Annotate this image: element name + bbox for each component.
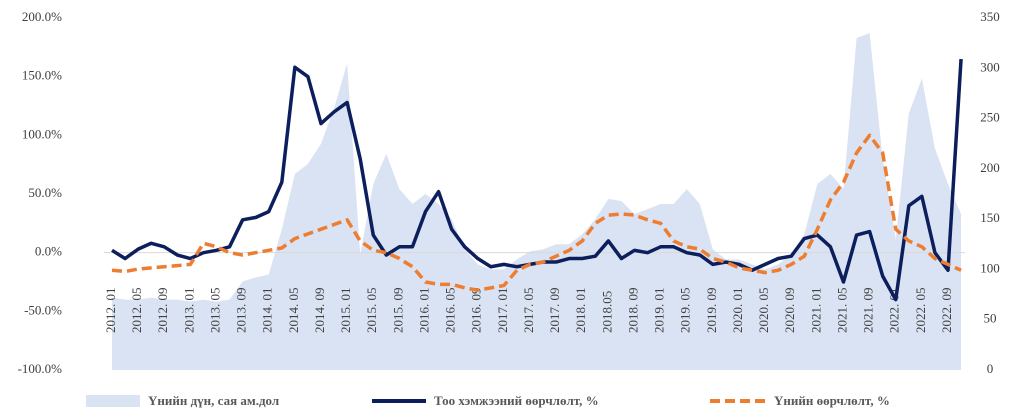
x-tick-label: 2018. 01: [573, 288, 588, 334]
x-tick-label: 2017. 01: [495, 288, 510, 334]
x-tick-label: 2022. 01: [887, 288, 902, 334]
x-tick-label: 2012. 09: [155, 288, 170, 334]
x-tick-label: 2019. 01: [652, 288, 667, 334]
y2-tick-label: 300: [980, 59, 1000, 74]
x-tick-label: 2016. 09: [469, 288, 484, 334]
x-tick-label: 2022. 05: [913, 288, 928, 334]
x-tick-label: 2019. 05: [678, 288, 693, 334]
y2-tick-label: 350: [980, 9, 1000, 24]
y-tick-label: -100.0%: [18, 361, 63, 376]
line: [111, 133, 962, 292]
x-tick-label: 2015. 09: [390, 288, 405, 334]
x-tick-label: 2022. 09: [939, 288, 954, 334]
area: [112, 33, 962, 370]
y2-tick-label: 50: [984, 311, 997, 326]
x-tick-label: 2016. 01: [416, 288, 431, 334]
y2-tick-label: 250: [980, 110, 1000, 125]
x-tick-label: 2015. 05: [364, 288, 379, 334]
legend-label: Үнийн өөрчлөлт, %: [774, 393, 890, 408]
y-tick-label: 200.0%: [22, 9, 62, 24]
legend-label: Үнийн дүн, сая ам.дол: [148, 393, 279, 408]
legend-swatch: [86, 395, 140, 407]
x-tick-label: 2017. 09: [547, 288, 562, 334]
x-tick-label: 2014. 09: [312, 288, 327, 334]
x-tick-label: 2021. 09: [861, 288, 876, 334]
x-tick-label: 2013. 09: [234, 288, 249, 334]
x-tick-label: 2015. 01: [338, 288, 353, 334]
y-tick-label: 100.0%: [22, 126, 62, 141]
legend: Үнийн дүн, сая ам.дол Тоо хэмжээний өөрч…: [86, 393, 890, 408]
x-tick-label: 2019. 09: [704, 288, 719, 334]
x-tick-label: 2013. 05: [207, 288, 222, 334]
x-tick-label: 2012. 05: [129, 288, 144, 334]
y-tick-label: 50.0%: [28, 185, 62, 200]
y-tick-label: 150.0%: [22, 68, 62, 83]
y2-tick-label: 100: [980, 260, 1000, 275]
x-tick-label: 2014. 01: [260, 288, 275, 334]
x-tick-label: 2017. 05: [521, 288, 536, 334]
x-tick-label: 2021. 05: [834, 288, 849, 334]
x-tick-label: 2021. 01: [808, 288, 823, 334]
x-tick-label: 2020. 09: [782, 288, 797, 334]
y-tick-label: 0.0%: [35, 244, 62, 259]
legend-label: Тоо хэмжээний өөрчлөлт, %: [434, 393, 599, 408]
x-tick-label: 2020. 01: [730, 288, 745, 334]
x-tick-label: 2012. 01: [103, 288, 118, 334]
y2-tick-label: 0: [987, 361, 994, 376]
x-tick-label: 2014. 05: [286, 288, 301, 334]
y2-tick-label: 200: [980, 160, 1000, 175]
x-tick-label: 2018.05: [599, 291, 614, 333]
x-tick-label: 2020. 05: [756, 288, 771, 334]
y-tick-label: -50.0%: [24, 302, 62, 317]
x-tick-label: 2016. 05: [443, 288, 458, 334]
x-tick-label: 2018. 09: [625, 288, 640, 334]
y2-tick-label: 150: [980, 210, 1000, 225]
x-tick-label: 2013. 01: [181, 288, 196, 334]
